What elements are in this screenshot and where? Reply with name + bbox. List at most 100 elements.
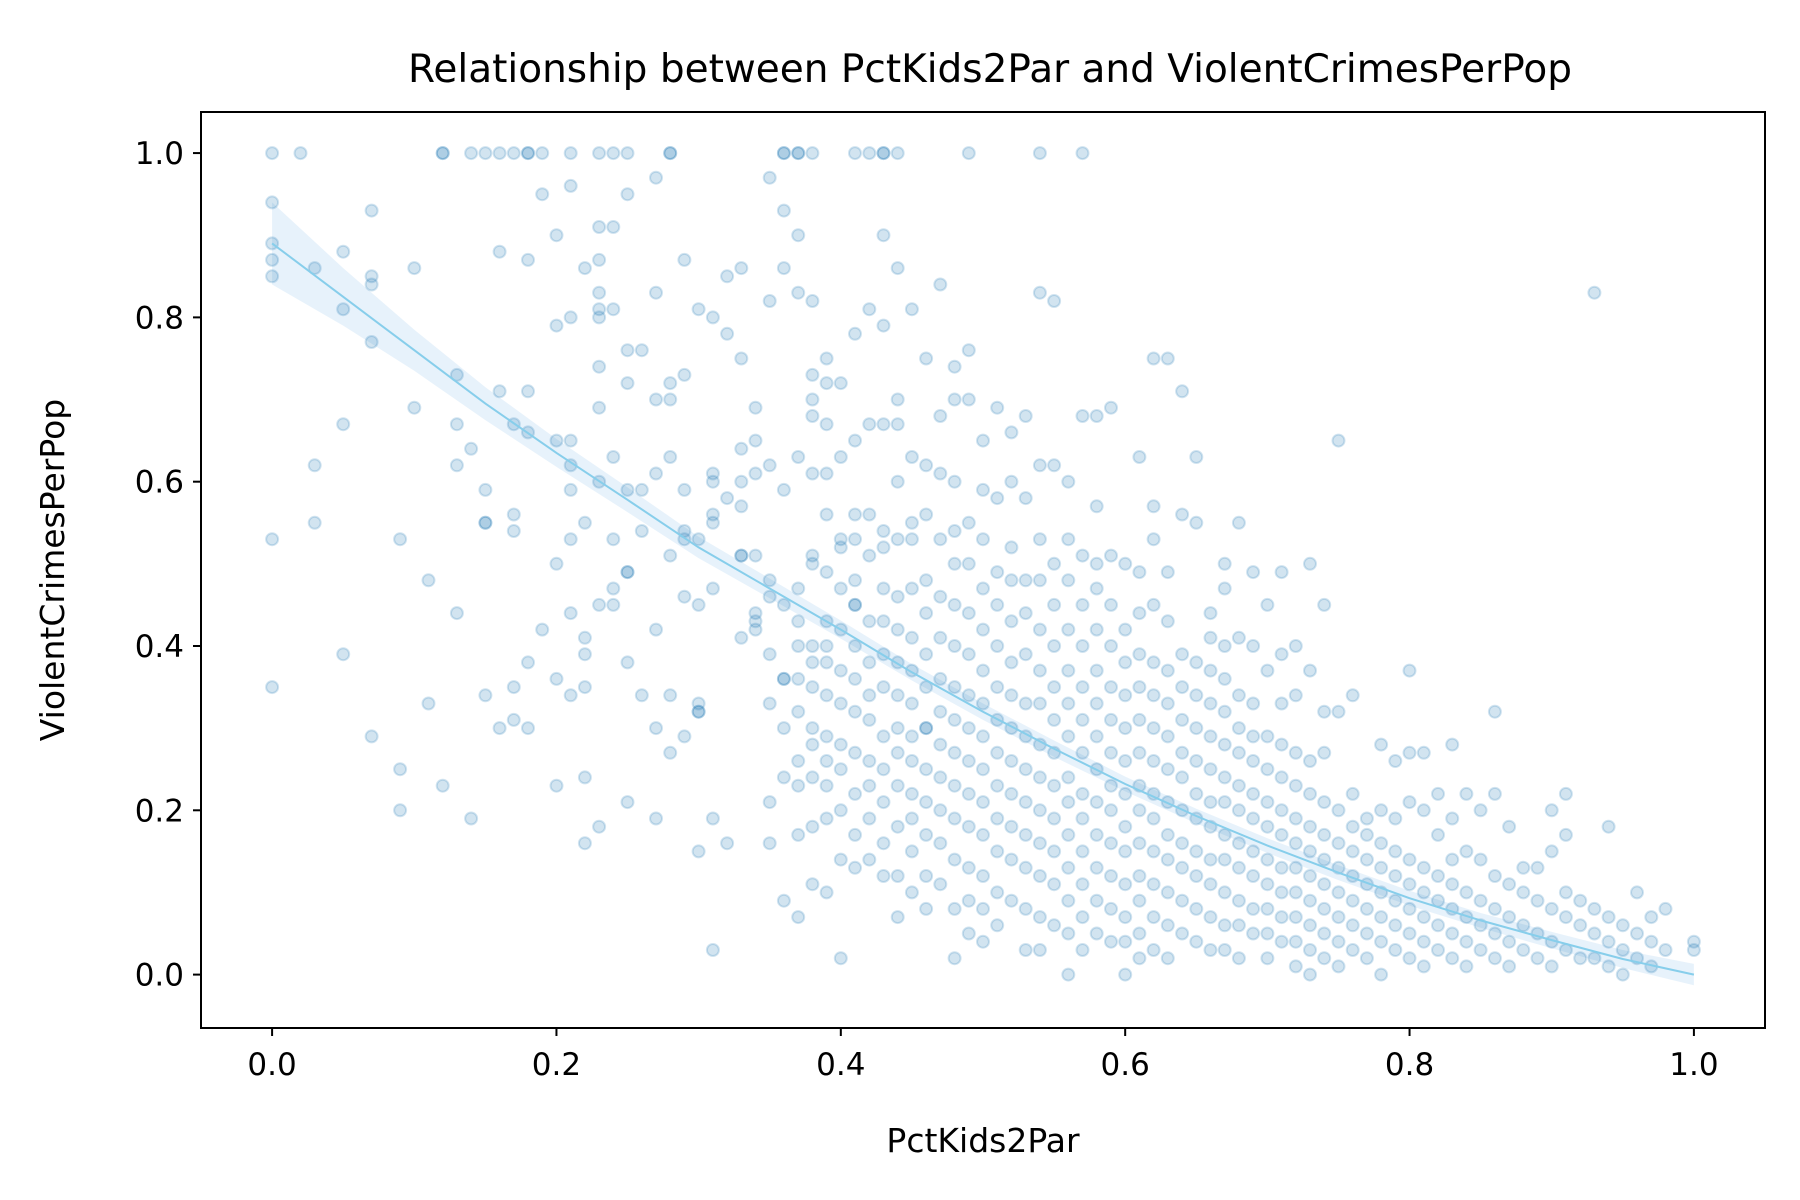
x-axis-ticks: 0.0 0.2 0.4 0.6 0.8 1.0	[247, 1028, 1719, 1083]
scatter-point	[1615, 967, 1630, 982]
x-axis-label: PctKids2Par	[886, 1121, 1080, 1160]
scatter-point	[762, 458, 777, 473]
scatter-point	[1047, 712, 1062, 727]
scatter-point	[904, 450, 919, 464]
scatter-point	[1516, 943, 1531, 957]
scatter-point	[1374, 860, 1389, 875]
scatter-point	[848, 745, 862, 760]
scatter-point	[904, 581, 919, 596]
scatter-point	[478, 515, 493, 530]
scatter-point	[1402, 663, 1417, 678]
y-tick-label: 0.4	[135, 629, 184, 665]
scatter-point	[833, 951, 848, 966]
scatter-point	[663, 450, 678, 464]
scatter-point	[364, 203, 379, 218]
scatter-point	[819, 754, 834, 768]
scatter-point	[705, 507, 720, 522]
scatter-point	[976, 696, 990, 711]
scatter-point	[961, 893, 976, 908]
scatter-point	[435, 146, 450, 161]
scatter-point	[890, 474, 905, 489]
scatter-point	[1345, 786, 1360, 801]
scatter-point	[1558, 910, 1573, 925]
scatter-point	[1075, 943, 1090, 957]
scatter-point	[649, 622, 663, 637]
scatter-point	[1487, 926, 1502, 941]
scatter-point	[1445, 811, 1460, 826]
scatter-point	[947, 852, 962, 867]
scatter-point	[1160, 614, 1175, 629]
scatter-point	[791, 614, 806, 629]
scatter-point	[1274, 737, 1289, 752]
scatter-point	[1288, 811, 1303, 826]
scatter-point	[805, 392, 820, 407]
scatter-point	[1004, 852, 1019, 867]
scatter-point	[933, 277, 948, 292]
scatter-point	[521, 252, 535, 267]
scatter-point	[862, 655, 877, 670]
scatter-point	[1502, 819, 1517, 834]
scatter-point	[1004, 425, 1019, 440]
scatter-point	[1075, 597, 1090, 612]
scatter-point	[1032, 663, 1047, 678]
scatter-point	[663, 376, 678, 391]
scatter-point	[805, 409, 820, 423]
scatter-point	[1431, 869, 1445, 883]
scatter-point	[1189, 934, 1204, 949]
x-tick-label: 0.8	[1385, 1047, 1434, 1083]
x-tick-label: 0.4	[816, 1047, 865, 1083]
scatter-point	[1118, 967, 1133, 982]
scatter-point	[1175, 770, 1190, 785]
scatter-point	[1175, 860, 1190, 875]
scatter-point	[748, 614, 763, 629]
scatter-point	[1089, 926, 1104, 941]
scatter-point	[1445, 877, 1460, 892]
scatter-point	[990, 778, 1005, 793]
scatter-point	[848, 146, 862, 161]
scatter-point	[961, 556, 976, 571]
scatter-point	[1146, 943, 1161, 957]
scatter-point	[1374, 967, 1389, 982]
scatter-point	[1118, 819, 1133, 834]
scatter-point	[1317, 852, 1332, 867]
scatter-point	[1260, 926, 1275, 941]
scatter-point	[890, 261, 905, 276]
scatter-point	[890, 589, 905, 604]
scatter-point	[819, 376, 834, 391]
scatter-point	[876, 146, 891, 161]
scatter-point	[833, 376, 848, 391]
scatter-point	[1175, 926, 1190, 941]
scatter-point	[762, 589, 777, 604]
scatter-point	[265, 195, 280, 210]
scatter-point	[1573, 951, 1588, 966]
scatter-point	[1644, 910, 1659, 925]
scatter-point	[990, 885, 1005, 900]
scatter-point	[805, 819, 820, 834]
scatter-point	[1374, 836, 1389, 851]
scatter-point	[1317, 877, 1332, 892]
scatter-point	[1032, 770, 1047, 785]
scatter-point	[919, 647, 934, 662]
scatter-point	[1246, 639, 1261, 653]
scatter-point	[1303, 943, 1317, 957]
scatter-point	[1132, 926, 1147, 941]
scatter-point	[1075, 910, 1090, 925]
scatter-point	[1231, 630, 1246, 645]
scatter-point	[919, 827, 934, 842]
scatter-point	[677, 482, 692, 497]
scatter-point	[919, 351, 934, 366]
scatter-point	[961, 721, 976, 736]
scatter-point	[1118, 844, 1133, 859]
scatter-point	[1359, 827, 1374, 842]
scatter-point	[805, 770, 820, 785]
scatter-point	[563, 606, 578, 621]
scatter-point	[862, 754, 877, 768]
scatter-point	[819, 639, 834, 653]
scatter-point	[805, 877, 820, 892]
scatter-point	[1416, 910, 1431, 925]
scatter-point	[1175, 893, 1190, 908]
scatter-point	[1146, 351, 1161, 366]
scatter-point	[876, 540, 891, 555]
scatter-point	[1231, 860, 1246, 875]
scatter-point	[919, 458, 934, 473]
